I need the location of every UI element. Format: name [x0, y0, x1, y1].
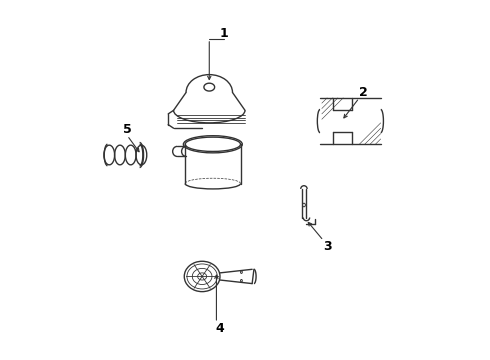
- Text: 4: 4: [216, 322, 224, 335]
- Text: 1: 1: [219, 27, 228, 40]
- Text: 5: 5: [122, 123, 131, 136]
- Text: 3: 3: [323, 240, 331, 253]
- Text: 2: 2: [359, 86, 368, 99]
